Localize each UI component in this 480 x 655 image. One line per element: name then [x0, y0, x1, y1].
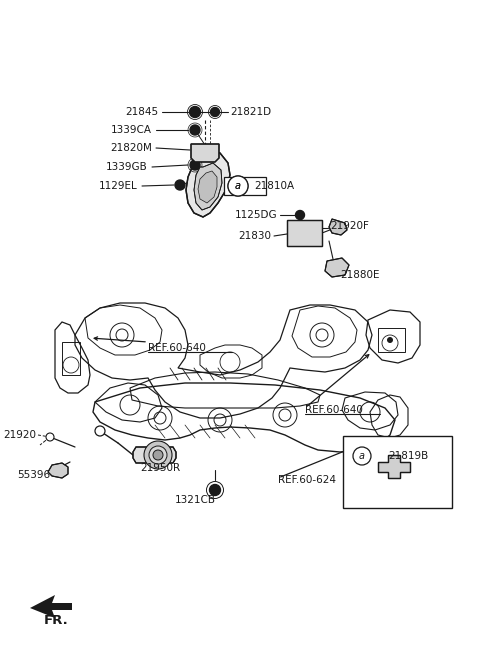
- Text: 21821D: 21821D: [230, 107, 271, 117]
- Circle shape: [209, 485, 220, 495]
- Circle shape: [149, 446, 167, 464]
- Text: 21880E: 21880E: [340, 270, 380, 280]
- Polygon shape: [30, 595, 72, 618]
- Circle shape: [156, 453, 160, 457]
- Text: 21820M: 21820M: [110, 143, 152, 153]
- Text: 21830: 21830: [238, 231, 271, 241]
- Text: FR.: FR.: [44, 614, 69, 626]
- Text: a: a: [235, 181, 241, 191]
- Circle shape: [296, 210, 304, 219]
- Polygon shape: [48, 463, 68, 478]
- Text: 1129EL: 1129EL: [99, 181, 138, 191]
- Polygon shape: [191, 144, 219, 162]
- Circle shape: [190, 125, 200, 135]
- Circle shape: [97, 428, 103, 434]
- FancyBboxPatch shape: [224, 177, 266, 195]
- Text: 21819B: 21819B: [388, 451, 428, 461]
- FancyBboxPatch shape: [343, 436, 452, 508]
- Polygon shape: [133, 447, 176, 463]
- Text: 1125DG: 1125DG: [234, 210, 277, 220]
- Text: 1321CB: 1321CB: [175, 495, 216, 505]
- Text: 21845: 21845: [125, 107, 158, 117]
- Circle shape: [46, 433, 54, 441]
- Text: 21920F: 21920F: [330, 221, 369, 231]
- Text: 55396: 55396: [17, 470, 50, 480]
- Polygon shape: [287, 220, 322, 246]
- Circle shape: [228, 176, 248, 196]
- Text: 21950R: 21950R: [140, 463, 180, 473]
- Circle shape: [387, 337, 393, 343]
- Polygon shape: [325, 258, 349, 277]
- Circle shape: [190, 107, 201, 117]
- Circle shape: [153, 450, 163, 460]
- Text: 21810A: 21810A: [254, 181, 294, 191]
- Polygon shape: [194, 163, 222, 210]
- Polygon shape: [198, 171, 217, 203]
- Polygon shape: [329, 219, 347, 235]
- Circle shape: [144, 441, 172, 469]
- Circle shape: [175, 180, 185, 190]
- Circle shape: [211, 107, 219, 117]
- Circle shape: [48, 435, 52, 439]
- Circle shape: [190, 160, 200, 170]
- Text: 1339CA: 1339CA: [111, 125, 152, 135]
- Polygon shape: [378, 455, 410, 478]
- Circle shape: [353, 447, 371, 465]
- Text: a: a: [359, 451, 365, 461]
- Polygon shape: [186, 150, 230, 217]
- Text: a: a: [235, 181, 241, 191]
- Text: REF.60-640: REF.60-640: [305, 405, 363, 415]
- Text: REF.60-624: REF.60-624: [278, 475, 336, 485]
- Circle shape: [228, 176, 248, 196]
- Text: REF.60-640: REF.60-640: [148, 343, 206, 353]
- Text: 1339GB: 1339GB: [106, 162, 148, 172]
- Text: 21920: 21920: [3, 430, 36, 440]
- Circle shape: [95, 426, 105, 436]
